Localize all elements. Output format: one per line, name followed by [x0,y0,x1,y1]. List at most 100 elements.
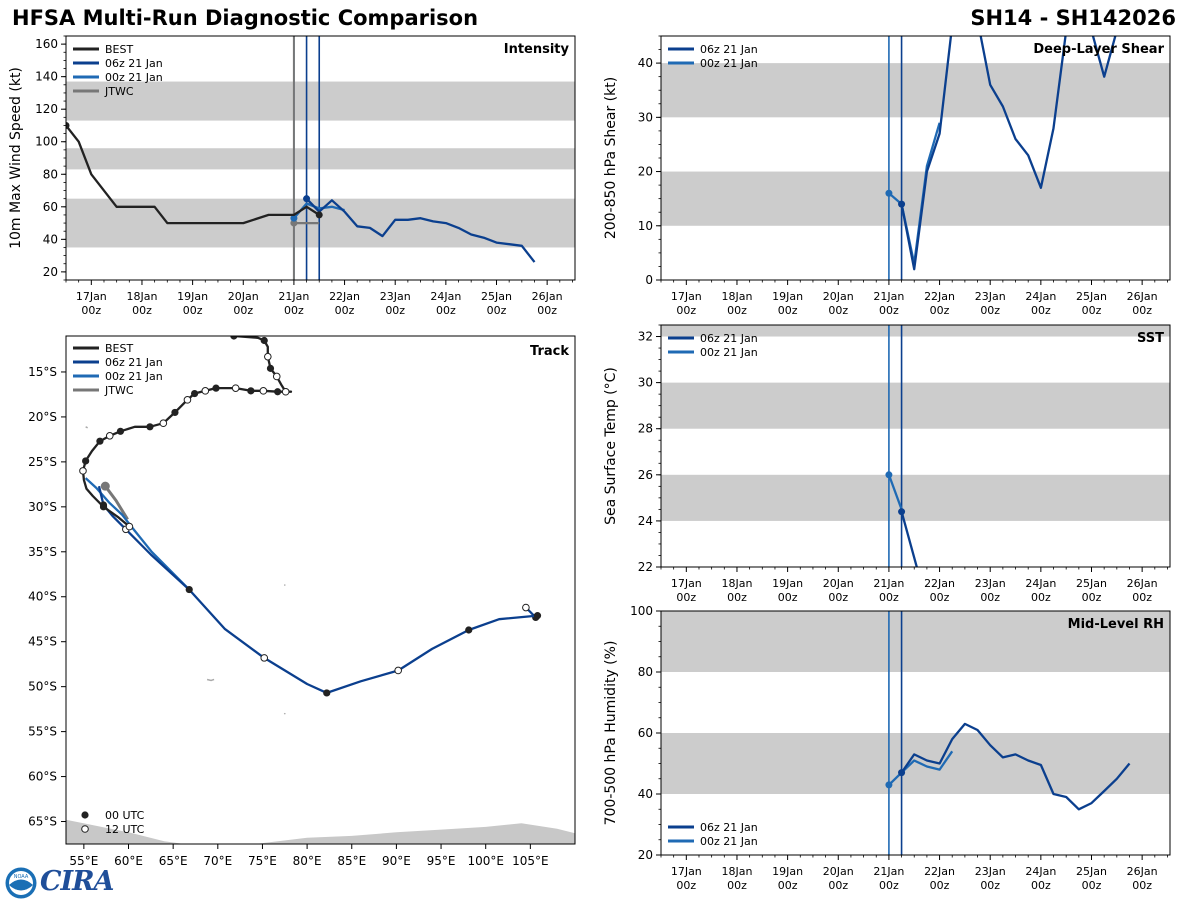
x-tick-sublabel: 00z [676,879,696,892]
legend-label: 00z 21 Jan [700,835,758,848]
x-tick-sublabel: 00z [980,879,1000,892]
x-tick-sublabel: 00z [727,304,747,317]
x-tick-sublabel: 00z [727,879,747,892]
series-line-06z-21-jan [900,36,1117,271]
sst-title: SST [1137,331,1164,346]
intensity-bands [66,81,575,248]
x-tick-label: 25Jan [1076,290,1107,303]
track-point-12utc [264,352,272,361]
y-tick-label: 20 [638,165,653,179]
shaded-band [661,171,1170,226]
x-tick-label: 17Jan [671,577,702,590]
track-point-00utc [533,612,542,620]
x-tick-label: 19Jan [772,865,803,878]
series-start-marker [290,219,298,227]
track-point-12utc [201,387,210,395]
x-tick-label: 23Jan [380,290,411,303]
track-point-00utc [190,389,199,398]
y-tick-label: 60 [638,726,653,740]
series-start-marker [885,189,893,197]
kerguelen-island [206,678,215,682]
legend-label: 00 UTC [105,809,145,822]
x-tick-label: 22Jan [924,577,955,590]
x-tick-sublabel: 00z [879,591,899,604]
x-tick-label: 26Jan [1127,290,1158,303]
x-tick-label: 23Jan [975,577,1006,590]
legend-label: BEST [105,43,133,56]
y-tick-label: 22 [638,560,653,574]
intensity-title: Intensity [504,42,570,57]
rh-ylabel: 700-500 hPa Humidity (%) [603,641,619,826]
x-tick-sublabel: 00z [930,304,950,317]
lat-tick-label: 30°S [28,500,57,514]
lon-tick-label: 70°E [203,854,232,868]
sst-panel: 22242628303217Jan00z18Jan00z19Jan00z20Ja… [603,324,1171,604]
lat-tick-label: 20°S [28,410,57,424]
series-marker [315,211,323,219]
x-tick-sublabel: 00z [335,304,355,317]
track-point-00utc [260,336,268,345]
antarctica-land [66,819,575,844]
lat-tick-label: 55°S [28,725,57,739]
track-point-12utc [159,419,168,428]
legend-label: 00z 21 Jan [105,71,163,84]
x-tick-sublabel: 00z [980,304,1000,317]
legend-label: 12 UTC [105,823,145,836]
x-tick-sublabel: 00z [828,591,848,604]
shear-ylabel: 200-850 hPa Shear (kt) [603,77,619,239]
track-point-12utc [105,432,114,440]
x-tick-label: 19Jan [772,290,803,303]
track-point-00utc [100,481,110,491]
x-tick-sublabel: 00z [1132,879,1152,892]
x-tick-label: 19Jan [177,290,208,303]
y-tick-label: 60 [43,200,58,214]
cira-logo: CIRA [40,866,115,897]
track-point-12utc [394,666,402,675]
track-point-12utc [79,467,87,475]
legend-label: 00z 21 Jan [105,370,163,383]
x-tick-sublabel: 00z [778,591,798,604]
series-start-marker [898,508,906,516]
x-tick-sublabel: 00z [828,879,848,892]
lat-tick-label: 65°S [28,815,57,829]
track-point-00utc [323,689,331,697]
y-tick-label: 26 [638,468,653,482]
track-point-00utc [185,585,193,594]
x-tick-label: 23Jan [975,290,1006,303]
track-line-06z-21-jan [97,485,538,695]
series-start-marker [885,471,893,479]
x-tick-label: 24Jan [430,290,461,303]
x-tick-label: 23Jan [975,865,1006,878]
track-point-00utc [171,408,179,417]
series-line-00z-21-jan [887,474,903,510]
lat-tick-label: 25°S [28,455,57,469]
series-start-marker [898,200,906,208]
lon-tick-label: 55°E [69,854,98,868]
x-tick-sublabel: 00z [1031,304,1051,317]
legend-label: 06z 21 Jan [700,43,758,56]
lon-tick-label: 100°E [467,854,504,868]
x-tick-sublabel: 00z [980,591,1000,604]
x-tick-sublabel: 00z [1082,304,1102,317]
x-tick-sublabel: 00z [1132,591,1152,604]
track-map [66,336,575,844]
x-tick-sublabel: 00z [537,304,557,317]
track-point-12utc [231,384,240,392]
sst-frame [660,324,1171,568]
x-tick-label: 17Jan [76,290,107,303]
shear-bands [661,63,1170,226]
track-point-12utc [272,372,281,381]
x-tick-sublabel: 00z [487,304,507,317]
series-line-06z-21-jan [305,197,536,263]
legend-label: 06z 21 Jan [700,332,758,345]
x-tick-sublabel: 00z [727,591,747,604]
y-tick-label: 160 [35,37,58,51]
lat-tick-label: 60°S [28,770,57,784]
x-tick-sublabel: 00z [436,304,456,317]
x-tick-sublabel: 00z [879,304,899,317]
y-tick-label: 28 [638,422,653,436]
shaded-band [661,63,1170,118]
legend-label: 06z 21 Jan [700,821,758,834]
track-point-12utc [259,387,268,395]
